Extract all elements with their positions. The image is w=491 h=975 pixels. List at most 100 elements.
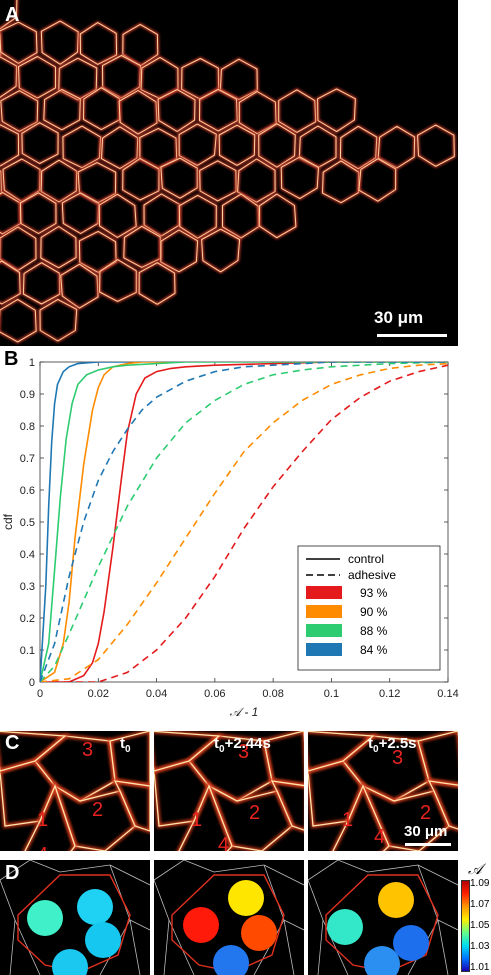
panel-a-letter: A [5, 4, 20, 26]
y-tick-label: 0.4 [20, 549, 35, 561]
cell-outline [102, 55, 141, 99]
cell-outline [60, 263, 99, 309]
cell-outline [322, 160, 360, 204]
series-line-dashed-0 [40, 364, 448, 682]
legend-series-label: 90 % [360, 605, 388, 619]
cell-outline [308, 760, 364, 827]
colorbar-tick-label: 1.01 [470, 962, 490, 973]
cell-shape-index-disk [327, 909, 363, 945]
cell-outline [22, 262, 61, 305]
series-line-solid-3 [40, 362, 128, 682]
cell-outline [178, 194, 217, 239]
cell-label-3: 3 [238, 741, 249, 763]
cell-outline [40, 159, 78, 203]
cell-label-2: 2 [92, 799, 103, 821]
cell-outline [178, 123, 217, 166]
cell-outline [83, 87, 120, 131]
cell-outline [258, 193, 297, 239]
x-tick-label: 0.14 [437, 688, 458, 700]
series-line-dashed-1 [40, 362, 448, 682]
colorbar-tick-label: 1.05 [470, 920, 490, 931]
x-tick-label: 0.06 [204, 688, 225, 700]
cdf-chart: 0 0.02 0.04 0.06 0.08 0.1 0.12 0.14 0 0.1 0.2 0.3 0.… [1, 357, 459, 719]
cell-label-4: 4 [37, 844, 48, 851]
cell-outline [199, 160, 237, 202]
x-tick-label: 0.1 [324, 688, 339, 700]
time-label: t0+2.44s [214, 735, 271, 755]
cell-label-2: 2 [420, 802, 431, 824]
cell-outline [427, 780, 458, 830]
cell-outline [160, 157, 198, 199]
cell-shape-index-disk [85, 922, 121, 958]
time-label: t0+2.5s [368, 735, 417, 755]
x-tick-label: 0 [37, 688, 43, 700]
cell-label-4: 4 [374, 826, 385, 848]
y-tick-label: 0.3 [20, 581, 35, 593]
cell-outline [118, 90, 158, 135]
x-tick-label: 0.04 [146, 688, 167, 700]
time-label: t0 [120, 735, 131, 755]
cell-label-1: 1 [37, 809, 48, 831]
x-tick-label: 0.12 [379, 688, 400, 700]
cell-outline [0, 21, 38, 64]
x-axis-label: 𝒜 - 1 [230, 705, 259, 719]
cell-outline [99, 259, 137, 302]
cell-outline [61, 192, 100, 234]
cell-outline [199, 88, 238, 132]
cell-outline [219, 58, 258, 101]
cell-shape-index-disk [183, 907, 219, 943]
series-line-dashed-2 [40, 362, 448, 682]
cell-outline [24, 784, 76, 851]
cell-outline [317, 88, 356, 133]
cell-outline [308, 731, 375, 772]
cell-label-1: 1 [191, 809, 202, 831]
panel-b-letter: B [4, 348, 19, 370]
y-tick-label: 0 [29, 677, 35, 689]
panel-d-letter: D [5, 862, 20, 884]
cell-outline [157, 89, 196, 132]
cluster-outline [325, 874, 439, 973]
cell-outline [62, 125, 102, 169]
colorbar [461, 880, 470, 972]
cell-outline [122, 158, 160, 201]
cluster-outline [17, 874, 131, 973]
frame-d-1 [0, 860, 150, 975]
cell-shape-index-disk [77, 889, 113, 925]
legend-style-label: control [348, 552, 384, 566]
scale-bar-c [405, 843, 451, 846]
cell-outline [40, 20, 79, 65]
legend-swatch [306, 605, 342, 618]
cell-outline [58, 57, 98, 101]
legend-swatch [306, 624, 342, 637]
cluster-outline [171, 874, 285, 973]
cell-outline [0, 731, 67, 772]
series-line-solid-0 [40, 362, 448, 682]
panel-a-image: A 30 μm [0, 0, 458, 346]
cell-outline [113, 780, 150, 832]
y-tick-label: 0.2 [20, 613, 35, 625]
cell-outline [278, 89, 317, 133]
series-line-solid-1 [40, 362, 172, 682]
y-tick-label: 0.8 [20, 421, 35, 433]
series-line-solid-2 [40, 362, 448, 682]
frame-c-1: 1 2 3 4 t0 [0, 731, 150, 851]
cell-outline [154, 731, 221, 772]
y-tick-label: 0.7 [20, 453, 35, 465]
y-tick-label: 0.1 [20, 645, 35, 657]
cell-outline [377, 125, 416, 169]
y-tick-label: 0.5 [20, 517, 35, 529]
cell-outline [101, 126, 139, 170]
x-tick-label: 0.08 [262, 688, 283, 700]
epithelium-network [0, 0, 456, 344]
series-line-dashed-3 [40, 362, 448, 682]
cell-outline [358, 158, 397, 202]
cell-outline [280, 156, 319, 200]
cell-outline [78, 230, 117, 273]
frame-c-2: 1 2 3 4 t0+2.44s [154, 731, 304, 851]
cell-outline [0, 90, 39, 132]
cell-outline [0, 56, 18, 98]
cell-outline [18, 56, 56, 99]
cell-label-3: 3 [392, 747, 403, 769]
cell-outline [218, 124, 256, 166]
cell-outline [201, 228, 241, 273]
